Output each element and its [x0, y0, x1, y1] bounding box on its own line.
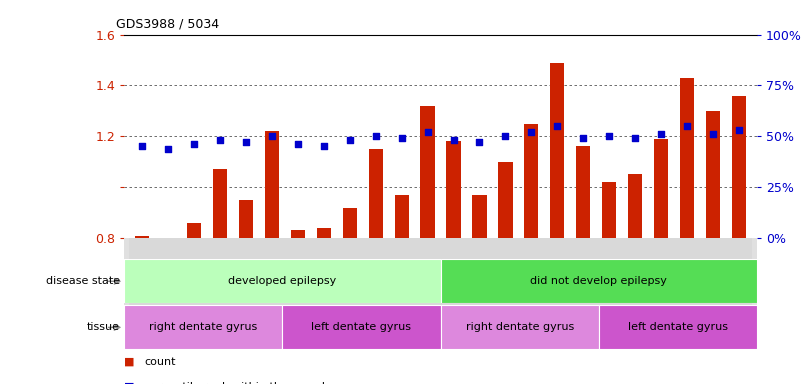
Bar: [282, 305, 441, 349]
Point: [317, 143, 330, 149]
Bar: [259, 238, 285, 305]
Point: [654, 131, 667, 137]
Bar: [570, 238, 596, 305]
Bar: [124, 305, 282, 349]
Bar: [415, 238, 441, 305]
Bar: [363, 238, 388, 305]
Bar: [706, 111, 720, 238]
Bar: [181, 238, 207, 305]
Bar: [731, 96, 746, 238]
Bar: [628, 174, 642, 238]
Bar: [233, 238, 259, 305]
Text: did not develop epilepsy: did not develop epilepsy: [530, 276, 667, 286]
Bar: [700, 238, 726, 305]
Bar: [545, 238, 570, 305]
Point: [681, 123, 694, 129]
Bar: [466, 238, 493, 305]
Bar: [524, 124, 538, 238]
Text: ■: ■: [124, 357, 135, 367]
Text: ■: ■: [124, 382, 135, 384]
Point: [395, 135, 408, 141]
Bar: [336, 238, 363, 305]
Point: [629, 135, 642, 141]
Bar: [598, 305, 757, 349]
Point: [706, 131, 719, 137]
Point: [344, 137, 356, 144]
Bar: [726, 238, 752, 305]
Point: [577, 135, 590, 141]
Bar: [576, 147, 590, 238]
Text: right dentate gyrus: right dentate gyrus: [149, 322, 257, 333]
Point: [214, 137, 227, 144]
Bar: [207, 238, 233, 305]
Bar: [674, 238, 700, 305]
Bar: [239, 200, 253, 238]
Bar: [441, 238, 466, 305]
Point: [136, 143, 149, 149]
Bar: [550, 63, 565, 238]
Bar: [388, 238, 415, 305]
Point: [551, 123, 564, 129]
Point: [473, 139, 486, 146]
Bar: [135, 235, 150, 238]
Point: [732, 127, 745, 133]
Point: [187, 141, 200, 147]
Text: tissue: tissue: [87, 322, 120, 333]
Text: developed epilepsy: developed epilepsy: [228, 276, 336, 286]
Bar: [368, 149, 383, 238]
Bar: [291, 230, 305, 238]
Bar: [343, 207, 357, 238]
Point: [602, 133, 615, 139]
Bar: [493, 238, 518, 305]
Text: left dentate gyrus: left dentate gyrus: [628, 322, 728, 333]
Bar: [187, 223, 201, 238]
Bar: [155, 238, 181, 305]
Point: [239, 139, 252, 146]
Bar: [129, 238, 155, 305]
Bar: [446, 141, 461, 238]
Bar: [311, 238, 336, 305]
Text: percentile rank within the sample: percentile rank within the sample: [144, 382, 332, 384]
Point: [292, 141, 304, 147]
Point: [447, 137, 460, 144]
Text: count: count: [144, 357, 175, 367]
Bar: [602, 182, 616, 238]
Text: left dentate gyrus: left dentate gyrus: [312, 322, 412, 333]
Point: [421, 129, 434, 135]
Bar: [622, 238, 648, 305]
Bar: [316, 228, 331, 238]
Bar: [596, 238, 622, 305]
Bar: [441, 305, 598, 349]
Bar: [680, 78, 694, 238]
Bar: [518, 238, 545, 305]
Point: [369, 133, 382, 139]
Bar: [124, 259, 441, 303]
Text: disease state: disease state: [46, 276, 120, 286]
Bar: [441, 259, 757, 303]
Text: right dentate gyrus: right dentate gyrus: [465, 322, 574, 333]
Bar: [285, 238, 311, 305]
Text: GDS3988 / 5034: GDS3988 / 5034: [116, 18, 219, 31]
Bar: [395, 195, 409, 238]
Bar: [654, 139, 668, 238]
Bar: [213, 169, 227, 238]
Bar: [421, 106, 435, 238]
Point: [525, 129, 537, 135]
Bar: [473, 195, 486, 238]
Bar: [265, 131, 279, 238]
Bar: [498, 162, 513, 238]
Point: [499, 133, 512, 139]
Bar: [648, 238, 674, 305]
Point: [266, 133, 279, 139]
Point: [162, 146, 175, 152]
